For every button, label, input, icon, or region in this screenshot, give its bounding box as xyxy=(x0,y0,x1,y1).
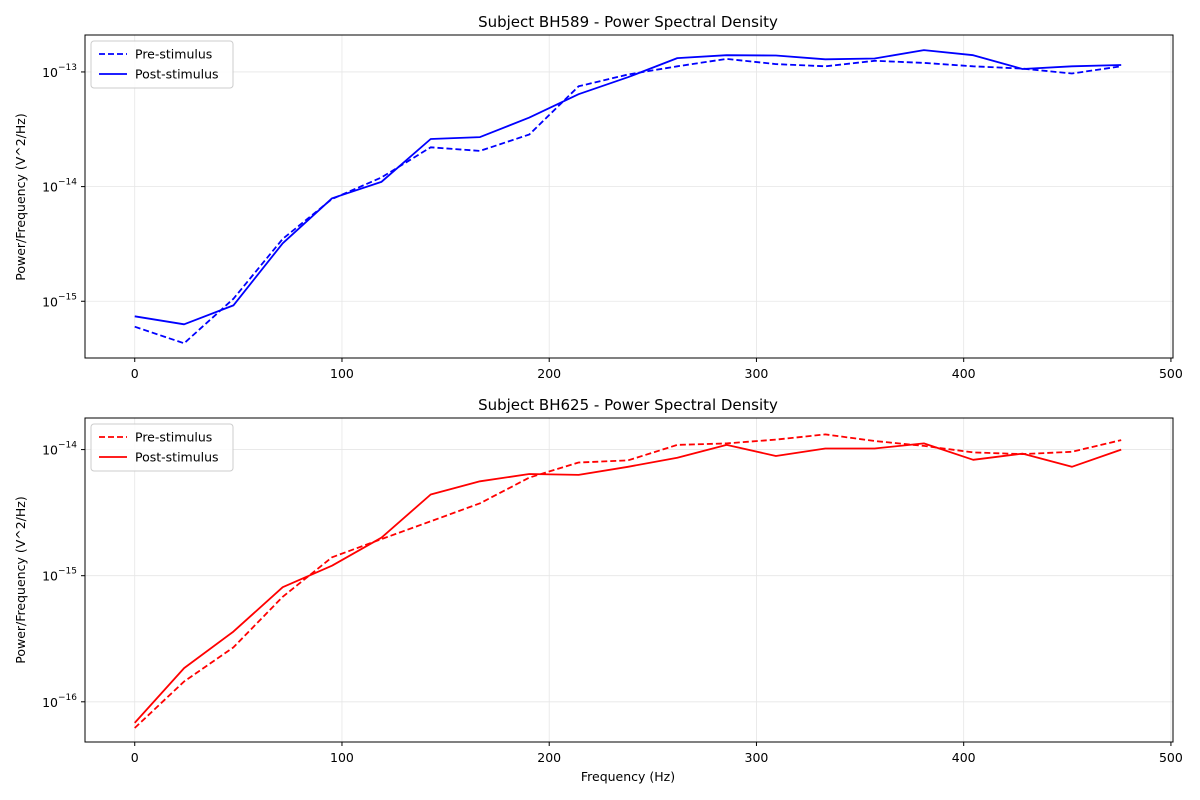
y-tick-label: 10−16 xyxy=(42,693,77,710)
legend-label: Pre-stimulus xyxy=(135,47,212,62)
series-line-pre-stimulus xyxy=(134,433,1122,729)
x-tick-label: 400 xyxy=(952,750,976,765)
x-tick-label: 200 xyxy=(537,366,561,381)
chart-title-bottom: Subject BH625 - Power Spectral Density xyxy=(478,396,778,414)
y-tick-label: 10−15 xyxy=(42,292,77,309)
legend-label: Pre-stimulus xyxy=(135,430,212,445)
y-axis-label-top: Power/Frequency (V^2/Hz) xyxy=(13,113,28,280)
y-tick-label: 10−13 xyxy=(42,63,77,80)
chart-title-top: Subject BH589 - Power Spectral Density xyxy=(478,13,778,31)
subplot-bottom: Subject BH625 - Power Spectral Density P… xyxy=(13,396,1183,784)
plot-area-top: 0 100 200 300 400 500 10−15 10−14 10−13 Pre-stimu… xyxy=(42,34,1183,381)
x-tick-label: 500 xyxy=(1159,366,1183,381)
plot-area-bottom: 0 100 200 300 400 500 10−16 10−15 10−14 Pre-stimu… xyxy=(42,417,1183,765)
y-tick-label: 10−14 xyxy=(42,441,77,458)
legend-label: Post-stimulus xyxy=(135,450,219,465)
y-tick-label: 10−15 xyxy=(42,567,77,584)
y-tick-label: 10−14 xyxy=(42,178,77,195)
subplot-top: Subject BH589 - Power Spectral Density P… xyxy=(13,13,1183,381)
x-tick-label: 0 xyxy=(131,750,139,765)
x-tick-label: 0 xyxy=(131,366,139,381)
series-line-post-stimulus xyxy=(134,49,1122,326)
x-tick-label: 300 xyxy=(745,750,769,765)
axes-frame xyxy=(84,34,1174,359)
x-tick-label: 200 xyxy=(537,750,561,765)
x-tick-label: 300 xyxy=(745,366,769,381)
x-tick-label: 400 xyxy=(952,366,976,381)
x-tick-label: 100 xyxy=(330,366,354,381)
x-tick-label: 100 xyxy=(330,750,354,765)
series-line-pre-stimulus xyxy=(134,58,1122,345)
axes-frame xyxy=(84,417,1174,743)
x-axis-label-bottom: Frequency (Hz) xyxy=(581,769,675,784)
legend-label: Post-stimulus xyxy=(135,67,219,82)
legend-box xyxy=(90,423,234,472)
x-tick-label: 500 xyxy=(1159,750,1183,765)
legend-box xyxy=(90,40,234,89)
series-line-post-stimulus xyxy=(134,442,1122,724)
y-axis-label-bottom: Power/Frequency (V^2/Hz) xyxy=(13,496,28,663)
